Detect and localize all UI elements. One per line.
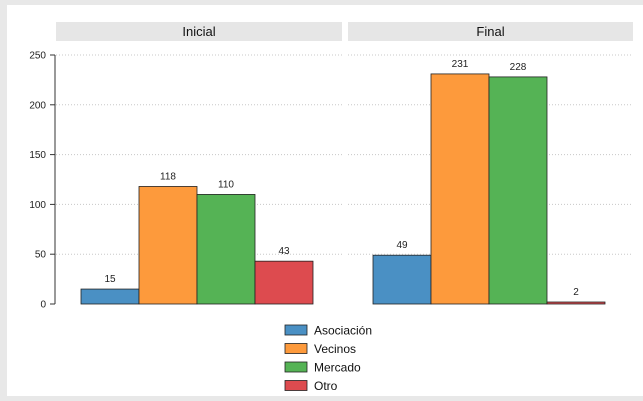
panel-title: Inicial — [182, 24, 215, 39]
legend-swatch — [284, 343, 308, 354]
y-tick-label: 150 — [29, 150, 46, 161]
legend-swatch — [284, 361, 308, 373]
data-label: 231 — [452, 59, 469, 70]
bar-inicial-4 — [254, 260, 314, 305]
bar-final-1 — [372, 254, 432, 305]
y-tick-label: 100 — [29, 200, 46, 211]
bar-inicial-1 — [80, 288, 140, 305]
y-tick-label: 200 — [29, 100, 46, 111]
bar-inicial-3 — [196, 194, 256, 305]
legend-swatch — [284, 324, 308, 336]
grouped-bar-chart: 0 50 100 150 200 250 Inicial 15 118 110 43 Final 49 2… — [29, 22, 633, 393]
y-tick-label: 250 — [29, 51, 46, 62]
panel-title: Final — [476, 24, 504, 39]
data-label: 2 — [573, 287, 579, 298]
y-tick-label: 50 — [35, 250, 47, 261]
y-tick-label: 0 — [40, 300, 46, 311]
bar-final-4 — [546, 301, 606, 305]
chart-container: 0 50 100 150 200 250 Inicial 15 118 110 43 Final 49 2… — [7, 5, 643, 396]
data-label: 43 — [278, 246, 290, 257]
panel-strip — [348, 22, 633, 41]
legend-label: Otro — [314, 379, 338, 393]
data-label: 228 — [510, 62, 527, 73]
legend-label: Mercado — [314, 361, 361, 375]
bar-final-2 — [430, 73, 490, 305]
data-label: 118 — [160, 171, 176, 182]
bar-inicial-2 — [138, 186, 198, 305]
data-label: 110 — [218, 179, 234, 190]
bar-final-3 — [488, 76, 548, 305]
data-label: 15 — [104, 274, 116, 285]
legend-label: Vecinos — [314, 342, 356, 356]
legend-swatch — [284, 380, 308, 391]
legend-label: Asociación — [314, 324, 372, 338]
panel-strip — [56, 22, 342, 41]
data-label: 49 — [396, 240, 408, 251]
